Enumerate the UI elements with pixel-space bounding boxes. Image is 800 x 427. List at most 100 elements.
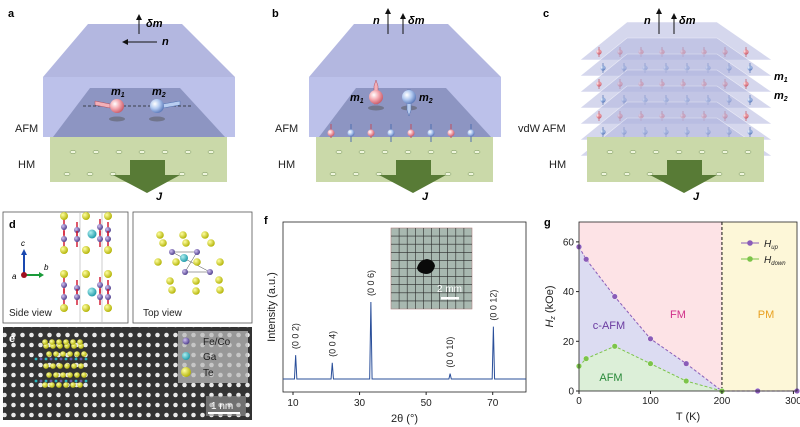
ga-atom (180, 254, 188, 262)
te-atom (215, 276, 223, 284)
spin-up-atom (327, 129, 335, 137)
fe-co-atom (61, 236, 67, 242)
te-atom (67, 372, 73, 378)
fe-co-atom (207, 269, 213, 275)
te-atom (156, 231, 164, 239)
te-atom (216, 286, 224, 294)
current-label: J (693, 191, 700, 203)
electron-icon (652, 150, 660, 154)
electron-icon (184, 150, 192, 154)
fe-ga-atom (34, 357, 38, 361)
spin-up-atom (447, 129, 455, 137)
current-arrow (650, 160, 717, 193)
te-atom (60, 212, 68, 220)
scale-bar-label: 1 nm (211, 401, 233, 412)
xrd-pattern-line (283, 301, 526, 380)
fe-co-atom (97, 224, 103, 230)
te-atom (42, 382, 48, 388)
te-atom (166, 277, 174, 285)
x-tick-label: 300 (785, 396, 800, 407)
neel-vector-label: n (644, 15, 651, 27)
m2-label: m2 (419, 92, 433, 105)
x-tick-label: 50 (421, 398, 433, 409)
plot-frame (282, 221, 527, 393)
x-tick-label: 200 (714, 396, 731, 407)
electron-icon (427, 150, 435, 154)
fe-co-atom (105, 236, 111, 242)
fe-co-atom (74, 285, 80, 291)
spin-down-atom (347, 129, 355, 137)
fe-ga-atom (44, 357, 48, 361)
spin-m2 (150, 99, 164, 113)
spin-up-atom (367, 129, 375, 137)
fe-co-atom (74, 227, 80, 233)
electron-icon (744, 150, 752, 154)
hm-label: HM (18, 159, 35, 171)
panel-label: f (264, 215, 268, 227)
panel-label: c (543, 8, 549, 20)
electron-icon (600, 172, 608, 176)
electron-icon (92, 150, 100, 154)
electron-icon (63, 172, 71, 176)
y-tick-label: 60 (563, 237, 575, 248)
legend-marker (747, 256, 753, 262)
te-atom (60, 246, 68, 254)
panel-d: d c b a Side view Top view (2, 211, 253, 324)
current-arrow (379, 160, 446, 193)
te-atom (207, 239, 215, 247)
te-atom (77, 339, 83, 345)
fe-co-atom (74, 294, 80, 300)
te-atom (172, 258, 180, 266)
fe-ga-atom (59, 379, 63, 383)
fe-ga-atom (49, 357, 53, 361)
electron-icon (375, 172, 383, 176)
te-atom (182, 239, 190, 247)
fe-ga-atom (64, 357, 68, 361)
te-atom (43, 363, 49, 369)
panel-f: f (0 0 2) (0 0 4) (0 0 6) (0 0 10) (0 0 12) 1… (264, 215, 527, 425)
fe-co-atom (97, 294, 103, 300)
fe-ga-atom (39, 379, 43, 383)
y-tick-label: 40 (563, 287, 575, 298)
panel-a: a m1 m2 δm n AFM HM J (8, 8, 235, 203)
h-down-point (683, 378, 690, 385)
m1-label: m1 (350, 92, 364, 105)
axis-a-label: a (12, 272, 17, 281)
electron-icon (358, 150, 366, 154)
te-atom (49, 339, 55, 345)
electron-icon (201, 172, 209, 176)
h-down-line (578, 345, 723, 392)
te-atom (57, 363, 63, 369)
crystal-photo-inset: 2 mm (390, 227, 473, 310)
electron-icon (721, 150, 729, 154)
te-atom (70, 339, 76, 345)
x-tick-label: 100 (642, 396, 659, 407)
fe-ga-atom (84, 379, 88, 383)
te-atom (81, 372, 87, 378)
panel-label: b (272, 8, 279, 20)
interface-spins (327, 124, 475, 142)
scale-bar (208, 412, 240, 414)
electron-icon (329, 172, 337, 176)
plot-frame (578, 221, 798, 392)
h-up-point (647, 335, 654, 342)
peak-label: (0 0 12) (488, 290, 498, 321)
te-atom (104, 212, 112, 220)
x-tick-label: 30 (354, 398, 366, 409)
side-view-structure (60, 212, 112, 312)
fe-ga-atom (64, 379, 68, 383)
axis-triad: c b a (12, 239, 49, 281)
te-atom (104, 270, 112, 278)
y-axis-label: Hz (kOe) (544, 285, 557, 327)
crystal-sample (417, 259, 435, 274)
te-atom (70, 382, 76, 388)
te-atom (42, 339, 48, 345)
fe-co-atom (61, 282, 67, 288)
current-label: J (422, 191, 429, 203)
x-axis-label: 2θ (°) (391, 413, 418, 425)
te-atom (67, 351, 73, 357)
te-atom (192, 277, 200, 285)
electron-icon (467, 172, 475, 176)
fe-ga-atom (69, 357, 73, 361)
delta-m-label: δm (408, 15, 425, 27)
